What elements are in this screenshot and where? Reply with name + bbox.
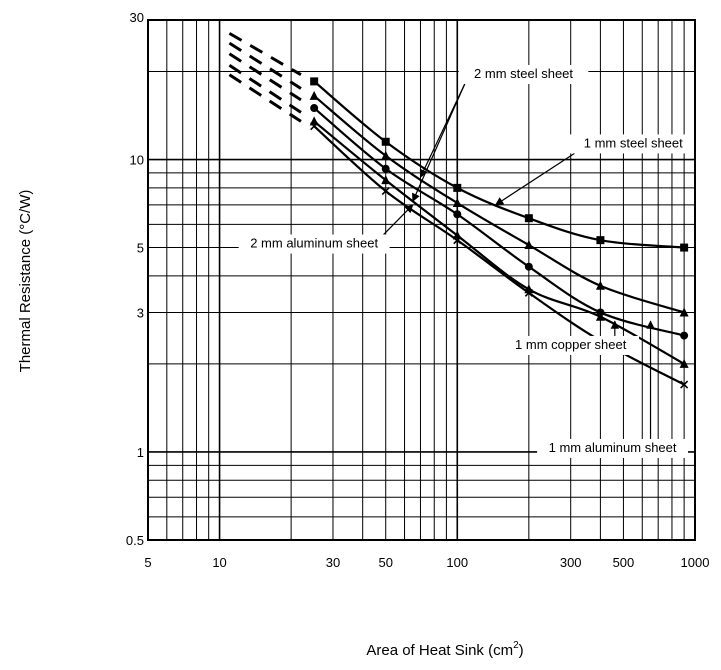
data-point [381, 164, 390, 173]
data-point [381, 150, 391, 160]
data-point [381, 187, 390, 196]
ann-2mm-steel: 2 mm steel sheet [412, 65, 589, 203]
x-tick-label: 500 [613, 555, 635, 570]
series-1 [228, 41, 689, 317]
ann-1mm-copper: 1 mm copper sheet [502, 320, 640, 355]
annotation-arrow [412, 83, 466, 203]
x-axis-label-superscript: 2 [513, 640, 519, 651]
data-point [595, 311, 605, 321]
data-point [524, 214, 533, 223]
annotation-label-bg [537, 438, 689, 458]
annotation-label-bg [238, 234, 390, 254]
annotations: 2 mm steel sheet 1 mm steel sheet 2 mm alu… [238, 65, 699, 458]
data-point [310, 122, 319, 131]
data-point [524, 262, 533, 271]
annotation-label-bg [502, 335, 640, 355]
data-point [309, 90, 319, 100]
data-point [595, 280, 605, 290]
series-line [313, 120, 685, 365]
ann-2mm-aluminum: 2 mm aluminum sheet [238, 204, 414, 254]
plot-frame [147, 19, 696, 541]
data-point [680, 243, 689, 252]
series-2 [228, 52, 689, 340]
data-point [679, 358, 689, 368]
annotation-label: 2 mm steel sheet [474, 66, 573, 81]
x-tick-label: 300 [560, 555, 582, 570]
data-point [453, 210, 462, 219]
data-series [228, 32, 689, 389]
x-axis-label-close: ) [519, 642, 524, 659]
annotation-arrow [494, 152, 575, 206]
tick-labels: 5 10 30 50 100 300 500 1000 0.5 1 3 5 10 30 [126, 10, 710, 570]
data-point [310, 77, 319, 86]
series-0 [228, 32, 689, 252]
x-tick-label: 30 [326, 555, 340, 570]
annotation-arrow [383, 204, 414, 235]
series-line [313, 107, 685, 337]
y-tick-label: 10 [130, 153, 144, 168]
x-tick-label: 50 [378, 555, 392, 570]
data-point [680, 331, 689, 340]
series-extrapolation [228, 52, 302, 102]
ann-1mm-steel: 1 mm steel sheet [494, 134, 699, 206]
x-axis-label-main: Area of Heat Sink (cm [366, 642, 513, 659]
data-point [596, 236, 605, 245]
data-point [679, 307, 689, 317]
grid-lines [148, 20, 695, 540]
data-point [524, 240, 534, 250]
y-tick-label: 30 [130, 10, 144, 25]
data-point [452, 198, 462, 208]
data-point [381, 175, 391, 185]
series-extrapolation [228, 64, 302, 114]
y-tick-label: 0.5 [126, 533, 144, 548]
annotation-label-bg [458, 65, 589, 85]
data-point [381, 137, 390, 146]
x-tick-label: 1000 [681, 555, 710, 570]
annotation-label: 1 mm aluminum sheet [549, 440, 677, 455]
annotation-label: 1 mm steel sheet [584, 135, 683, 150]
data-point [453, 183, 462, 192]
y-tick-label: 5 [137, 241, 144, 256]
x-tick-label: 100 [446, 555, 468, 570]
x-axis-label: Area of Heat Sink (cm2) [366, 640, 523, 659]
x-tick-label: 5 [144, 555, 151, 570]
series-line [313, 80, 685, 249]
data-point [453, 236, 462, 245]
annotation-label: 2 mm aluminum sheet [250, 236, 378, 251]
series-extrapolation [228, 32, 302, 77]
data-point [680, 380, 689, 389]
data-point [524, 288, 533, 297]
annotation-label-bg [568, 134, 699, 154]
y-axis-label: Thermal Resistance (°C/W) [17, 190, 34, 373]
series-line [313, 95, 685, 314]
x-tick-label: 10 [212, 555, 226, 570]
data-point [310, 104, 319, 113]
ann-1mm-aluminum: 1 mm aluminum sheet [537, 320, 689, 458]
y-tick-label: 1 [137, 445, 144, 460]
y-tick-label: 3 [137, 305, 144, 320]
annotation-label: 1 mm copper sheet [515, 337, 627, 352]
